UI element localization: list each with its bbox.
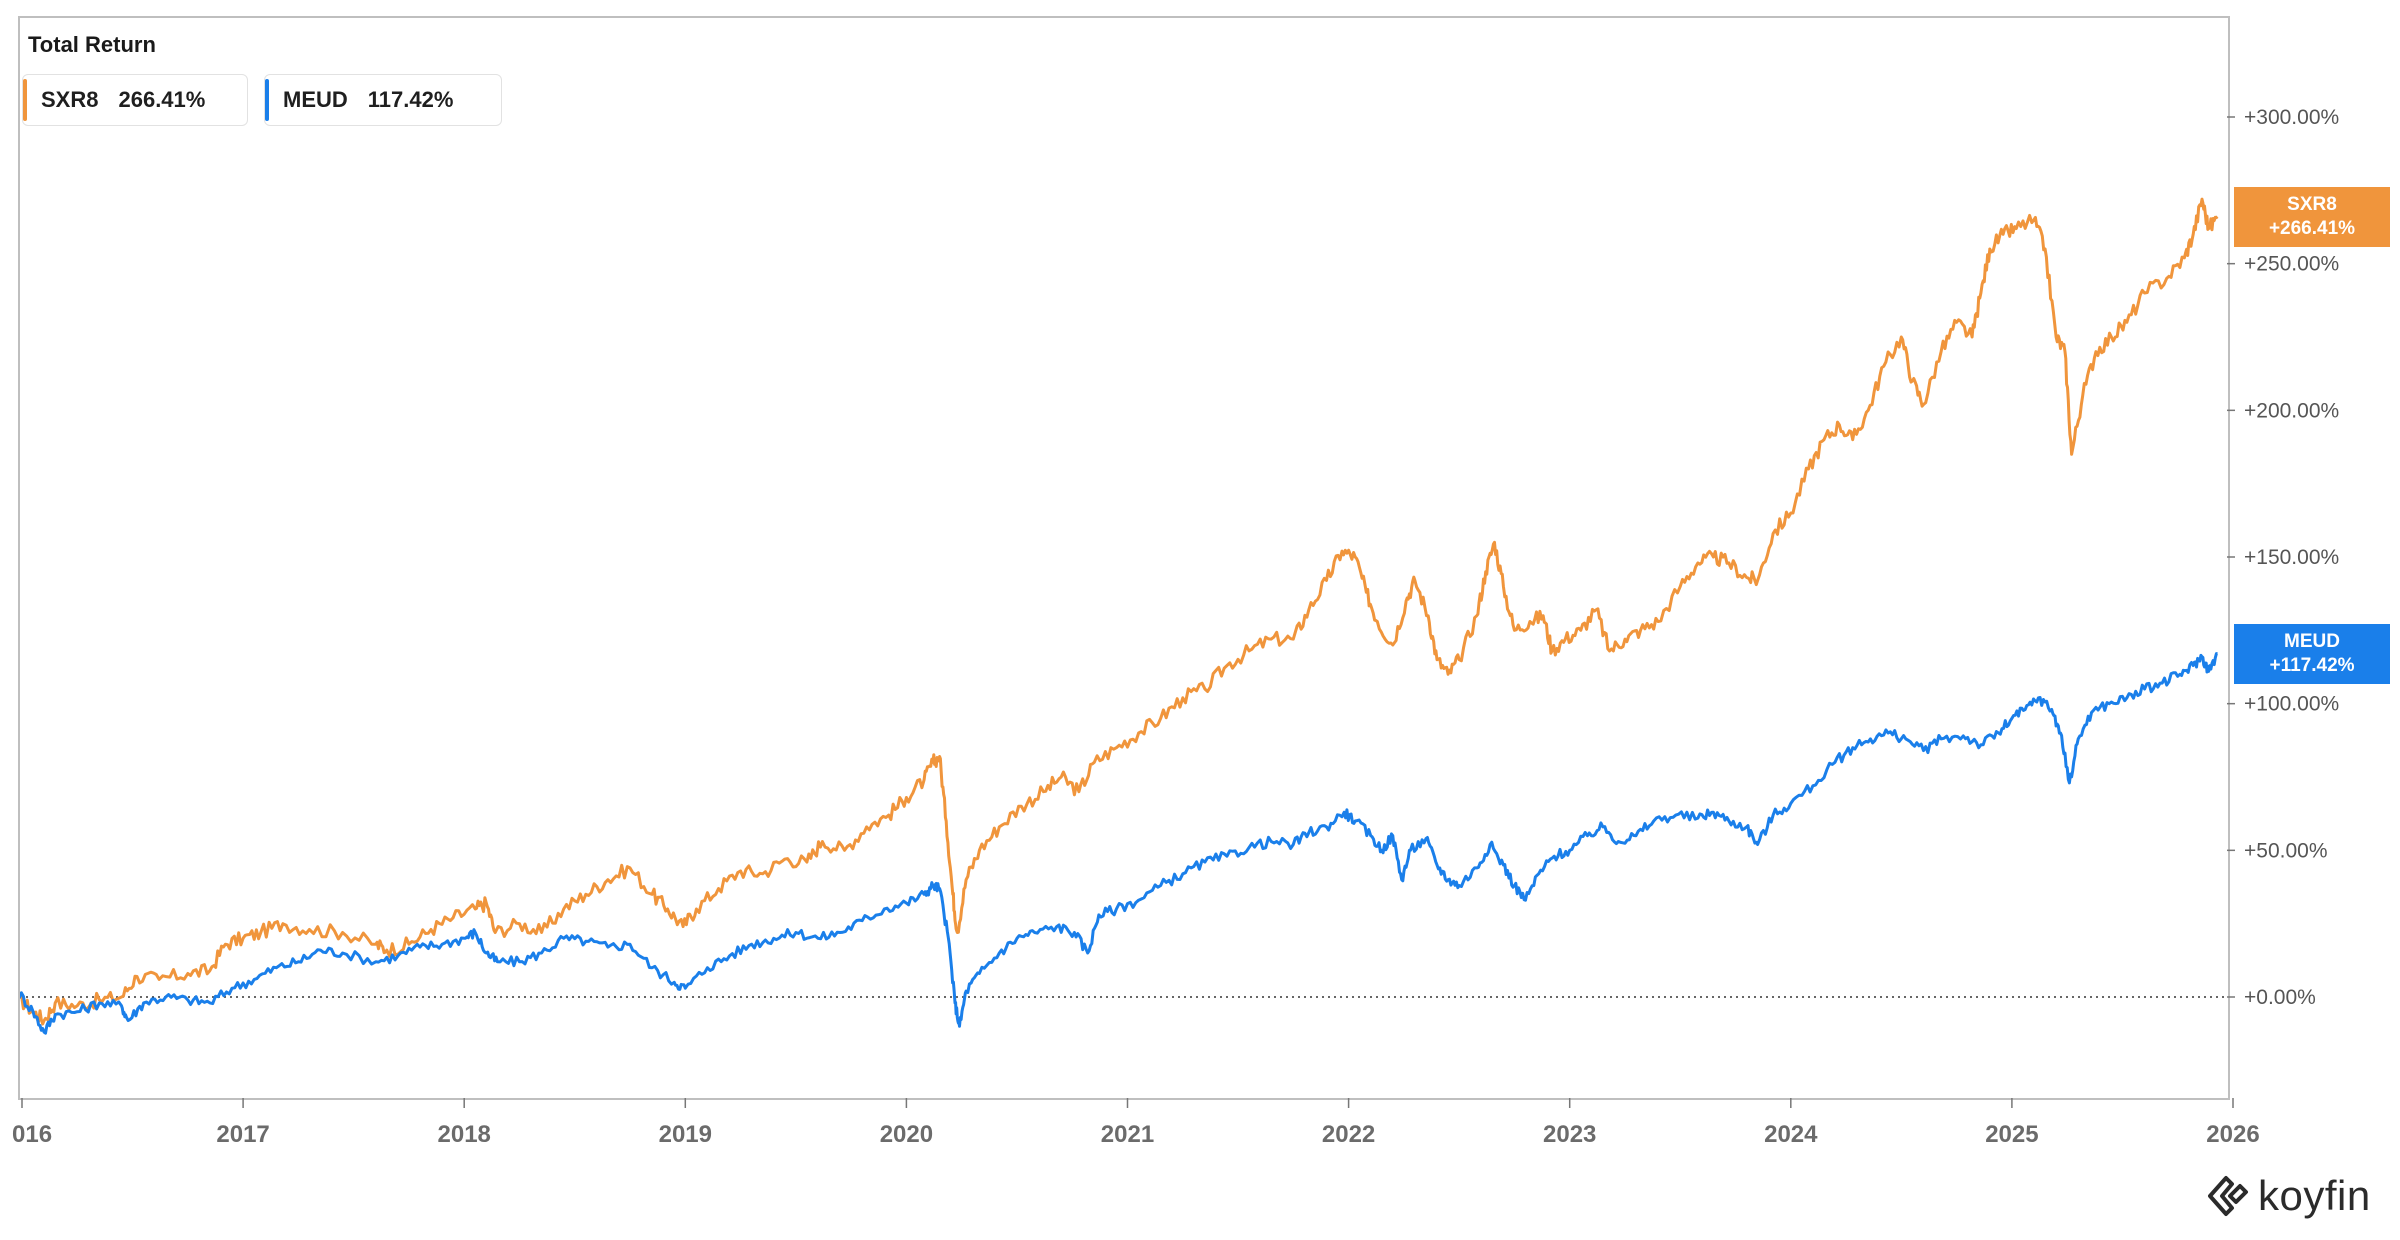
x-tick-label: 2023	[1543, 1121, 1596, 1148]
x-tick-label: 2025	[1985, 1121, 2038, 1148]
price-tag-value: +266.41%	[2268, 217, 2356, 239]
price-tag-ticker: SXR8	[2287, 193, 2337, 215]
koyfin-wordmark: koyfin	[2258, 1172, 2371, 1219]
legend-ticker: MEUD	[283, 87, 348, 112]
legend-item-sxr8[interactable]: SXR8 266.41%	[22, 74, 248, 126]
plot-layer: +0.00% +50.00% +100.00% +150.00% +200.00% +25…	[12, 106, 2339, 1148]
series-line-sxr8	[20, 197, 2219, 1026]
legend-swatch-meud	[265, 79, 269, 121]
legend-ticker: SXR8	[41, 87, 99, 112]
x-tick-label: 2022	[1322, 1121, 1375, 1148]
y-tick-label: +50.00%	[2244, 839, 2328, 862]
x-tick-label: 2024	[1764, 1121, 1818, 1148]
x-tick-label: 2018	[438, 1121, 491, 1148]
price-tag-ticker: MEUD	[2284, 630, 2340, 652]
y-tick-label: +200.00%	[2244, 399, 2339, 422]
x-tick-label: 2019	[659, 1121, 712, 1148]
koyfin-brand: koyfin	[2206, 1172, 2371, 1220]
series-line-meud	[20, 652, 2218, 1035]
y-tick-label: +100.00%	[2244, 693, 2339, 716]
x-tick-label: 2017	[216, 1121, 269, 1148]
x-tick-label: 2021	[1101, 1121, 1154, 1148]
y-tick-label: +250.00%	[2244, 253, 2339, 276]
x-tick-label: 2020	[880, 1121, 933, 1148]
x-tick-label: 2026	[2206, 1121, 2259, 1148]
chart-frame	[18, 16, 2230, 1100]
x-tick-label: 016	[12, 1121, 52, 1148]
legend-swatch-sxr8	[23, 79, 27, 121]
price-tag-sxr8: SXR8 +266.41%	[2234, 186, 2390, 247]
koyfin-logo-icon	[2208, 1176, 2248, 1216]
chart-title: Total Return	[28, 32, 156, 57]
price-tag-meud: MEUD +117.42%	[2234, 623, 2390, 684]
y-tick-label: +300.00%	[2244, 106, 2339, 129]
legend-item-meud[interactable]: MEUD 117.42%	[264, 74, 502, 126]
y-tick-label: +150.00%	[2244, 546, 2339, 569]
y-tick-label: +0.00%	[2244, 986, 2316, 1009]
price-tag-value: +117.42%	[2269, 654, 2355, 676]
legend-value: 266.41%	[118, 87, 206, 112]
legend-value: 117.42%	[367, 87, 454, 112]
